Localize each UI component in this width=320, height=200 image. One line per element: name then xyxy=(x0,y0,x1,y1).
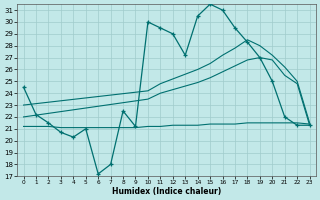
X-axis label: Humidex (Indice chaleur): Humidex (Indice chaleur) xyxy=(112,187,221,196)
